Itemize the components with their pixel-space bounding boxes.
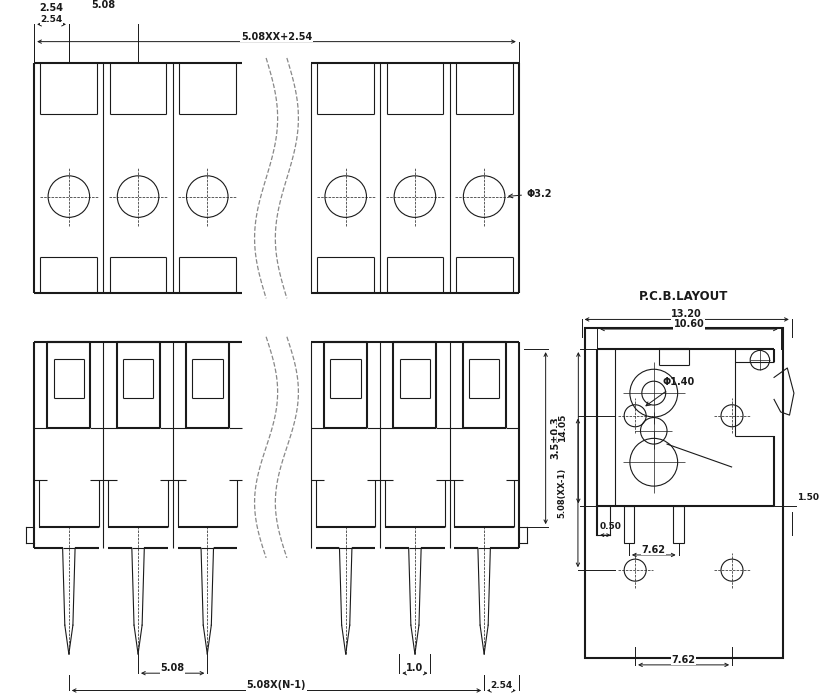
Text: 7.62: 7.62 [671,655,696,665]
Text: 5.08: 5.08 [92,0,116,10]
Text: Φ1.40: Φ1.40 [646,377,695,406]
Text: 2.54: 2.54 [491,682,512,690]
Text: 0.50: 0.50 [600,522,622,531]
Text: 1.50: 1.50 [796,494,819,503]
Text: 7.62: 7.62 [641,545,666,555]
Text: 2.54: 2.54 [39,3,63,13]
Text: 13.20: 13.20 [671,309,702,319]
Bar [673,506,684,543]
Text: P.C.B.LAYOUT: P.C.B.LAYOUT [639,290,728,303]
Text: 5.08: 5.08 [161,663,185,673]
Text: 5.08X(N-1): 5.08X(N-1) [247,680,307,690]
Text: 5.08(XX-1): 5.08(XX-1) [557,468,566,518]
Text: 2.54: 2.54 [41,15,62,24]
Text: 5.08XX+2.54: 5.08XX+2.54 [241,32,312,41]
Text: 3.5±0.3: 3.5±0.3 [551,416,561,459]
Bar [585,328,783,658]
Text: Φ3.2: Φ3.2 [509,188,552,199]
Text: 10.60: 10.60 [674,319,704,329]
Text: 1.0: 1.0 [407,663,423,673]
Text: 14.05: 14.05 [558,414,566,442]
Bar [624,506,634,543]
